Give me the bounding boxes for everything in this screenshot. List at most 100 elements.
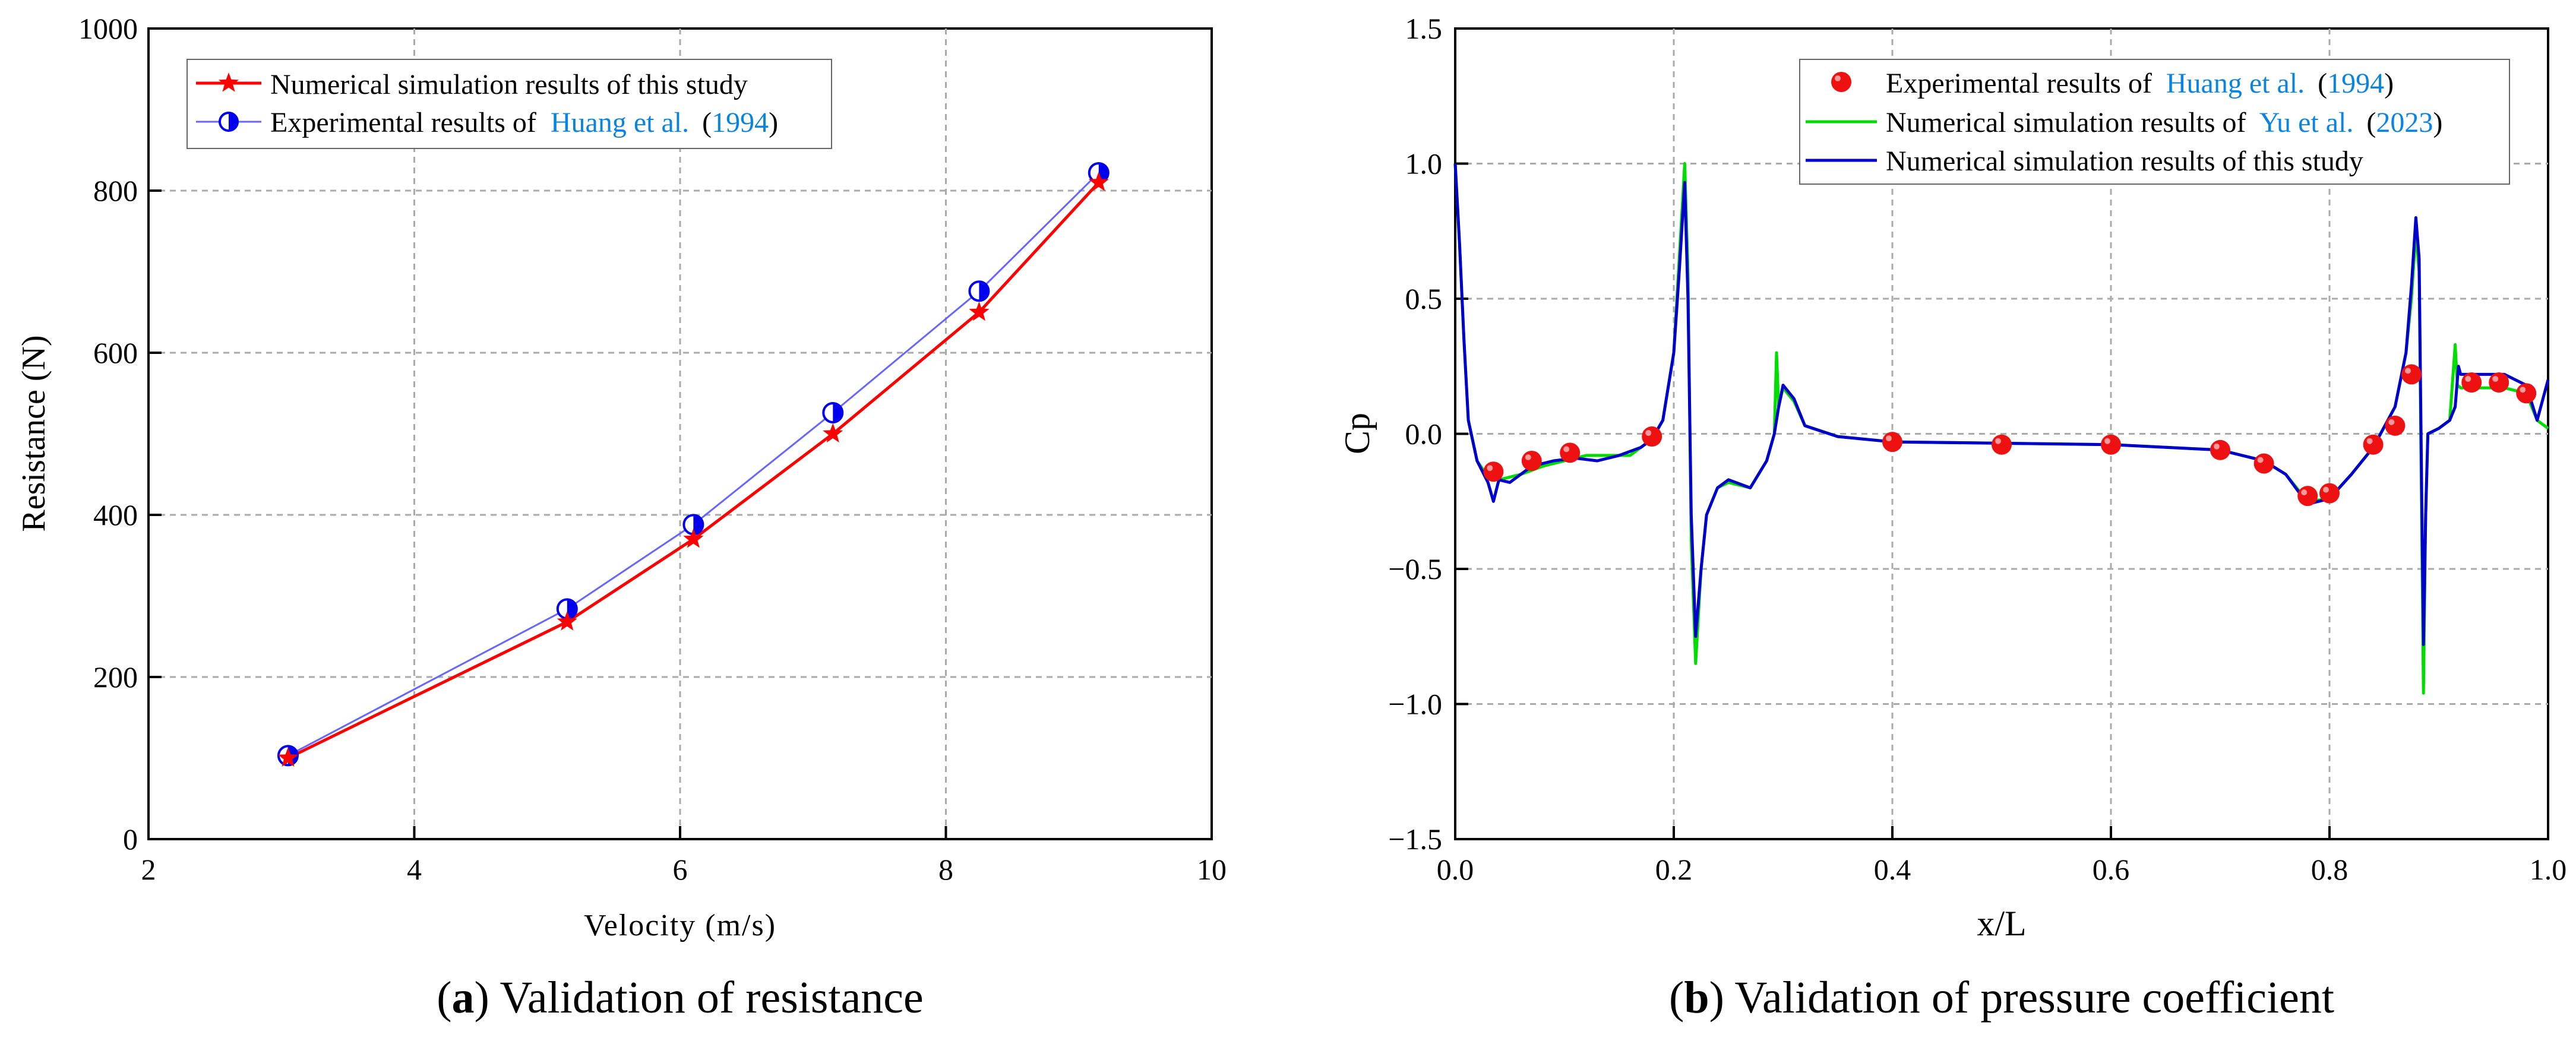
experiment-point (2489, 372, 2509, 393)
experiment-point (2210, 439, 2230, 460)
legend-citation-huang-a[interactable]: Huang et al. (551, 107, 689, 138)
legend-label-yu-b-prefix: Numerical simulation results of (1886, 107, 2252, 138)
experiment-point-highlight (1487, 465, 1493, 472)
simulation-star-point (823, 423, 843, 443)
svg-text:Numerical simulation results o: Numerical simulation results of Yu et al… (1886, 107, 2442, 138)
legend-paren-close-a: ) (769, 107, 778, 138)
panel-b-legend-box (1799, 59, 2510, 185)
experiment-point-fill (567, 599, 577, 619)
experiment-point-highlight (2492, 376, 2499, 382)
y-tick-label: −1.5 (1388, 822, 1442, 856)
y-tick-label: −0.5 (1388, 552, 1442, 586)
legend-paren-close-yu: ) (2433, 107, 2442, 138)
simulation-star-point (969, 301, 990, 321)
panel-a-caption: (a) Validation of resistance (437, 973, 924, 1023)
panel-a-legend: Numerical simulation results of this stu… (187, 59, 832, 149)
y-tick-label: 400 (93, 498, 138, 532)
experiment-point-highlight (2405, 368, 2411, 374)
legend-entry-experiment-b: Experimental results of Huang et al. (19… (1831, 68, 2394, 99)
experiment-point (1992, 434, 2012, 455)
experiment-point (1882, 432, 1902, 453)
x-tick-label: 10 (1197, 853, 1227, 886)
y-tick-label: 0 (123, 822, 138, 856)
legend-label-simulation-a: Numerical simulation results of this stu… (270, 69, 748, 100)
svg-text:Experimental results of Huang: Experimental results of Huang et al. (19… (1886, 68, 2394, 99)
svg-text:Experimental results of Huang: Experimental results of Huang et al. (19… (270, 107, 778, 138)
experiment-point (1560, 442, 1581, 463)
experiment-point (2385, 415, 2406, 436)
simulation-star-point (557, 611, 577, 631)
experiment-point (2401, 364, 2422, 385)
y-tick-label: −1.0 (1388, 688, 1442, 721)
experiment-point-fill (979, 281, 989, 301)
experiment-point (2319, 483, 2340, 504)
x-tick-label: 0.2 (1655, 853, 1693, 886)
panel-b-tick-labels: 0.0 0.2 0.4 0.6 0.8 1.0 −1.5 −1.0 −0.5 0.0 0.5 1.0 1… (1388, 12, 2566, 886)
x-tick-label: 4 (407, 853, 422, 886)
svg-text:Numerical simulation results o: Numerical simulation results of this stu… (270, 69, 748, 100)
experiment-point (2363, 434, 2384, 455)
legend-paren-open-b: ( (2311, 68, 2327, 99)
experiment-point (1521, 451, 1542, 471)
legend-entry-simulation-a: Numerical simulation results of this stu… (196, 69, 748, 100)
panel-a-caption-text: Validation of resistance (500, 973, 923, 1023)
legend-paren-close-b: ) (2384, 68, 2394, 99)
legend-citation-year-a[interactable]: 1994 (712, 107, 769, 138)
experiment-point (2461, 372, 2482, 393)
panel-a-grid (148, 29, 1212, 839)
panel-b-caption: (b) Validation of pressure coefficient (1669, 973, 2334, 1023)
legend-citation-huang-b[interactable]: Huang et al. (2166, 68, 2305, 99)
experiment-point (1642, 426, 1662, 447)
x-tick-label: 1.0 (2530, 853, 2567, 886)
experiment-point-highlight (2465, 376, 2471, 382)
experiment-point-highlight (1525, 454, 1531, 460)
panel-a-letter: a (452, 973, 475, 1023)
legend-citation-year-yu[interactable]: 2023 (2376, 107, 2433, 138)
legend-paren-open-a: ( (695, 107, 712, 138)
panel-b-xlabel: x/L (1977, 904, 2026, 943)
simulation-star-point (277, 747, 299, 767)
legend-label-experiment-b-prefix: Experimental results of (1886, 68, 2159, 99)
panel-a-xlabel: Velocity (m/s) (584, 909, 776, 942)
panel-b-ylabel: Cp (1338, 413, 1377, 454)
x-tick-label: 0.4 (1874, 853, 1911, 886)
panel-b-legend: Experimental results of Huang et al. (19… (1799, 59, 2510, 185)
legend-star-marker (218, 72, 239, 92)
x-tick-label: 0.8 (2311, 853, 2349, 886)
legend-citation-year-b[interactable]: 1994 (2327, 68, 2384, 99)
legend-label-experiment-a-prefix: Experimental results of (270, 107, 543, 138)
legend-red-ball-marker (1831, 72, 1851, 92)
legend-citation-yu-b[interactable]: Yu et al. (2259, 107, 2354, 138)
panel-a-resistance-chart: 2 4 6 8 10 0 200 400 600 800 1000 Resistance (N) V… (15, 12, 1227, 1023)
experiment-point-highlight (2520, 387, 2526, 393)
y-tick-label: 800 (93, 174, 138, 207)
experiment-point-fill (833, 403, 843, 423)
experiment-point-highlight (2366, 438, 2373, 444)
simulation-star-point (683, 529, 704, 548)
experiment-point-fill (1098, 163, 1108, 182)
experiment-point-highlight (1645, 430, 1652, 436)
x-tick-label: 8 (938, 853, 953, 886)
legend-paren-open-yu: ( (2359, 107, 2376, 138)
panel-b-series (1453, 162, 2550, 695)
legend-entry-yu-b: Numerical simulation results of Yu et al… (1806, 107, 2442, 138)
svg-text:Numerical simulation results o: Numerical simulation results of this stu… (1886, 145, 2363, 177)
x-tick-label: 2 (141, 853, 156, 886)
panel-a-series (277, 162, 1110, 767)
x-tick-label: 0.6 (2093, 853, 2130, 886)
panel-b-caption-text: Validation of pressure coefficient (1735, 973, 2334, 1023)
panel-b-letter: b (1684, 973, 1709, 1023)
y-tick-label: 600 (93, 336, 138, 369)
experiment-point-highlight (2323, 486, 2329, 493)
panel-a-tick-labels: 2 4 6 8 10 0 200 400 600 800 1000 (78, 12, 1227, 886)
y-tick-label: 1000 (78, 12, 138, 45)
experiment-point-highlight (2104, 438, 2110, 444)
legend-entry-simulation-b: Numerical simulation results of this stu… (1806, 145, 2363, 177)
y-tick-label: 0.5 (1405, 282, 1443, 315)
experiment-point-highlight (2388, 419, 2395, 425)
simulation-star-point (1088, 172, 1109, 191)
experiment-point-highlight (2257, 457, 2264, 463)
x-tick-label: 6 (673, 853, 688, 886)
series-simulation-line (287, 181, 1100, 760)
